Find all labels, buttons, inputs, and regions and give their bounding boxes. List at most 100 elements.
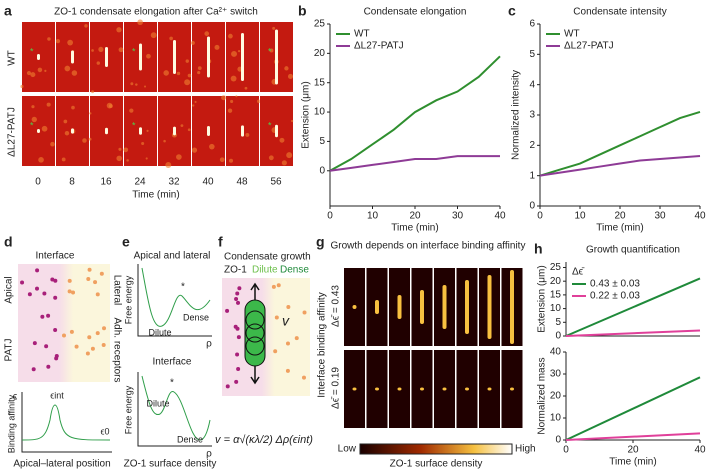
y-tick-label: 15 [550,290,562,301]
condensate [173,126,176,136]
speckle [116,155,122,162]
y-tick-label: 10 [550,303,562,314]
x-tick-label: 30 [452,211,464,222]
speckle [287,73,294,79]
x-tick-label: 20 [627,445,639,456]
simulated-condensate [487,275,492,339]
simulated-condensate [352,305,357,309]
speckle [44,69,47,72]
speckle [64,130,70,136]
molecule [285,341,290,346]
legend-label: ΔL27-PATJ [354,41,404,52]
speckle [272,26,276,30]
molecule [35,268,40,273]
legend-label: ΔL27-PATJ [564,41,614,52]
row-label: Δϵ̄ = 0.19 [331,367,342,409]
axis-label: Binding affinity [6,394,16,453]
molecule [286,304,291,309]
speckle [176,154,182,160]
condensate [37,129,40,133]
molecule [53,327,58,332]
molecule [54,356,59,361]
chart-title: Condensate intensity [573,7,666,18]
chart-title: Growth quantification [586,245,680,256]
speckle [204,31,210,36]
y-tick-label: 10 [550,413,562,424]
marker: * [30,120,34,130]
axis-label: Apical–lateral position [13,459,110,470]
speckle [135,83,138,86]
condensate [207,126,210,136]
legend-label: ZO-1 [224,265,247,276]
molecule [236,335,241,340]
series-line [329,155,500,172]
x-tick-label: 10 [574,211,586,222]
molecule [294,336,299,341]
label: Dilute [146,398,169,408]
molecule [44,344,49,349]
axis-label: Time (min) [391,223,438,234]
molecule [285,368,290,373]
time-label: 56 [270,177,282,188]
time-label: 48 [236,177,248,188]
symbol: ϵ [13,392,18,403]
panel-title: Growth depends on interface binding affi… [331,241,526,252]
molecule [35,286,40,291]
simulated-condensate [375,387,379,391]
axis [565,352,700,441]
panel-label: d [4,234,13,250]
speckle [214,44,220,50]
colorbar [359,443,513,455]
axis-label: Normalized mass [537,357,548,434]
panel-label: b [298,3,307,19]
speckle [38,157,44,163]
molecule [67,278,72,283]
molecule [93,280,98,285]
y-tick-label: 0 [555,435,561,446]
molecule [74,344,79,349]
marker: * [132,120,136,130]
molecule [31,367,36,372]
legend-label: Dilute [252,265,278,276]
label: Dilute [148,327,171,337]
speckle [118,147,122,151]
speckle [219,157,225,163]
speckle [286,152,293,159]
molecule [237,286,242,291]
simulated-condensate [442,387,447,391]
molecule [42,291,47,296]
y-tick-label: 6 [529,19,535,30]
molecule [234,379,239,384]
row-label: ΔL27-PATJ [7,107,18,157]
y-tick-label: 20 [550,276,562,287]
speckle [227,108,233,113]
panel-label: e [122,234,130,250]
y-tick-label: 25 [314,19,326,30]
speckle [71,105,75,110]
speckle [146,129,149,132]
speckle [91,90,95,94]
speckle [71,70,78,76]
axis-label: ZO-1 surface density [124,459,217,470]
legend-label: Dense [280,265,309,276]
label: PATJ [4,339,15,362]
series-line [565,432,701,441]
y-tick-label: 0 [529,201,535,212]
molecule [50,277,55,282]
formula: v = α√(κλ/2) Δρ(ϵint) [215,434,313,446]
marker: * [268,46,272,56]
speckle [237,50,241,53]
axis-label: Normalized intensity [511,70,522,160]
condensate [244,299,266,367]
simulated-condensate [397,387,402,391]
speckle [84,24,88,28]
symbol: ρ [206,449,212,460]
molecule [69,329,74,334]
speckle [37,67,43,73]
x-tick-label: 30 [654,211,666,222]
speckle [187,128,191,132]
speckle [88,137,92,141]
speckle [187,73,192,78]
y-tick-label: 20 [550,391,562,402]
